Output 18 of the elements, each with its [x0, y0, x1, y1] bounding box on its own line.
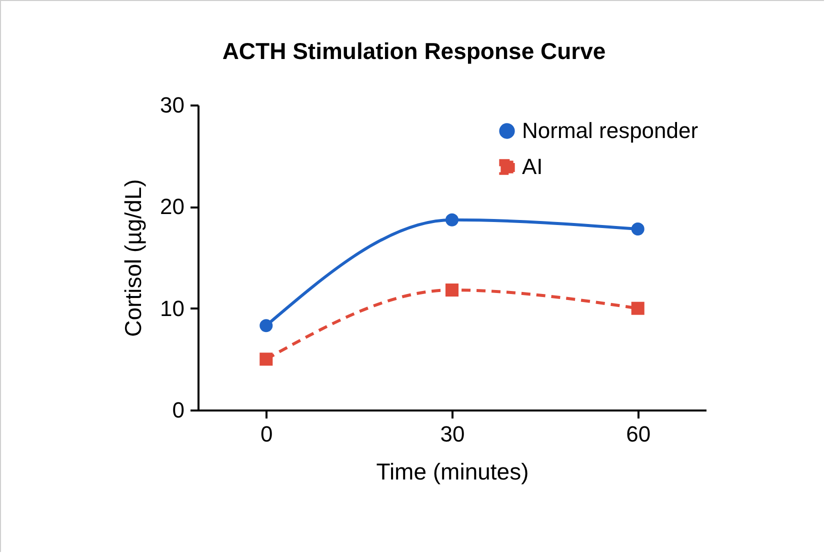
point: [631, 302, 644, 315]
y-tick-label: 10: [160, 296, 184, 321]
x-axis-title: Time (minutes): [376, 458, 529, 484]
legend-label: Normal responder: [522, 118, 698, 143]
point: [260, 319, 273, 332]
x-tick-label: 30: [440, 422, 465, 446]
point: [260, 352, 273, 366]
chart-title: ACTH Stimulation Response Curve: [222, 38, 606, 64]
point: [445, 284, 459, 297]
y-axis-title: Cortisol (µg/dL): [120, 179, 146, 337]
y-tick-label: 0: [172, 398, 184, 422]
point: [445, 213, 459, 226]
y-tick-label: 20: [160, 194, 184, 220]
x-tick-label: 0: [260, 422, 273, 446]
point: [631, 222, 644, 236]
x-tick-label: 60: [626, 422, 651, 446]
legend-label: AI: [522, 154, 543, 179]
y-tick-label: 30: [160, 92, 184, 118]
